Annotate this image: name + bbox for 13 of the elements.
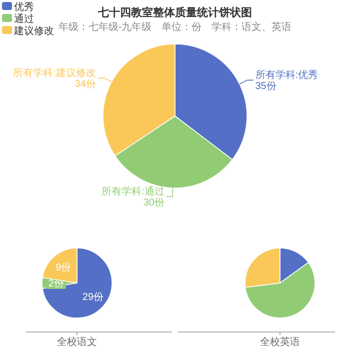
data-label: 所有学科:通过 30份 — [102, 186, 164, 209]
legend-label: 建议修改 — [13, 25, 54, 37]
data-label: 所有学科:建议修改 34份 — [13, 66, 96, 90]
pie-slice — [42, 248, 112, 318]
text: 全校英语 — [260, 336, 300, 348]
legend-label: 通过 — [14, 13, 34, 25]
text: 七十四教室整体质量统计饼状图 — [97, 6, 252, 19]
legend-label: 优秀 — [14, 1, 34, 13]
data-label: 所有学科:优秀 35份 — [255, 69, 318, 92]
text: 全校语文 — [57, 336, 97, 348]
data-label: 9份 — [56, 262, 72, 274]
data-label: 29份 — [82, 292, 104, 304]
text: 年级：七年级-九年级 单位：份 学科：语文、英语 — [58, 21, 292, 33]
